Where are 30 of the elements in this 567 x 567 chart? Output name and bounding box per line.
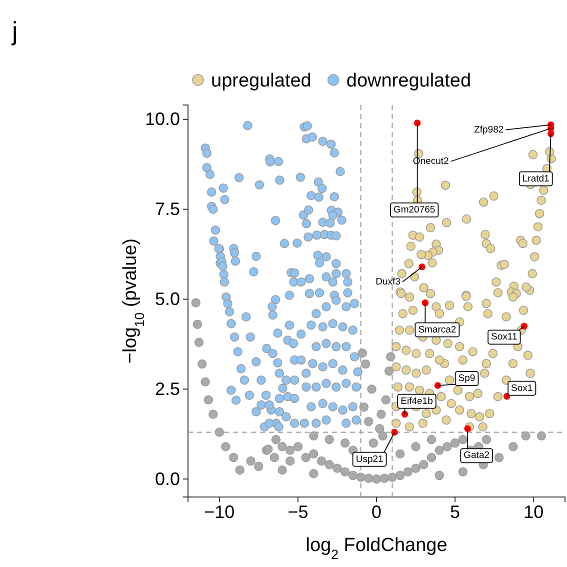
x-tick-label: −10 xyxy=(204,502,235,522)
annotation: Lratd1 xyxy=(522,173,550,184)
x-axis-title: log$_{2}$ FoldChange xyxy=(306,535,448,562)
chart-title: j xyxy=(11,16,18,46)
annotation: Sox11 xyxy=(491,332,518,343)
annotation: Zfp982 xyxy=(474,124,504,136)
x-tick-label: 5 xyxy=(450,502,460,522)
x-tick-label: 10 xyxy=(524,502,544,522)
point xyxy=(418,263,426,270)
y-tick-label: 5.0 xyxy=(154,288,180,309)
legend-label: upregulated xyxy=(211,70,312,92)
y-tick-label: 7.5 xyxy=(154,199,180,220)
annotation: Sox1 xyxy=(511,382,533,394)
x-tick-label: −5 xyxy=(288,502,308,522)
x-tick-label: 0 xyxy=(371,502,382,522)
point xyxy=(547,130,554,138)
legend-label: downregulated xyxy=(346,70,472,92)
annotation: Eif4e1b xyxy=(400,396,433,407)
point xyxy=(422,299,429,306)
y-tick-label: 0.0 xyxy=(154,468,180,489)
annotation: Sp9 xyxy=(458,373,476,384)
annotation: Duxf3 xyxy=(376,276,400,288)
y-tick-label: 2.5 xyxy=(154,378,180,399)
point xyxy=(520,322,528,330)
point xyxy=(401,410,408,418)
annotation: Gata2 xyxy=(464,450,490,462)
annotation: Usp21 xyxy=(356,454,384,465)
annotation: Gm20765 xyxy=(393,204,436,216)
annotation: Smarca2 xyxy=(418,324,456,336)
y-tick-label: 10.0 xyxy=(144,109,180,130)
